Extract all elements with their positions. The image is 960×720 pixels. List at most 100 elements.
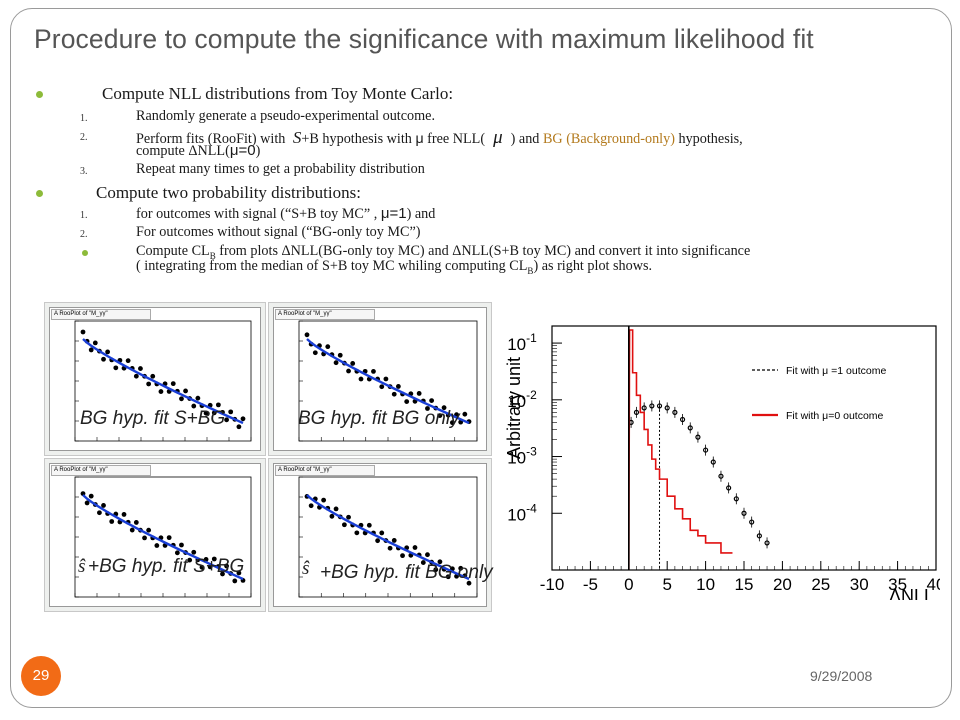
slide-date: 9/29/2008 <box>810 668 873 684</box>
rooplot-point <box>133 520 139 525</box>
rooplot-mini-chart-2 <box>298 320 478 442</box>
panel-caption-2: BG hyp. fit BG only <box>298 408 460 429</box>
item-1-1-text: Randomly generate a pseudo-experimental … <box>136 108 436 124</box>
rooplot-point <box>224 563 229 569</box>
rooplot-panel-3: A RooPlot of "M_γγ" <box>44 458 266 612</box>
item-1-3-number: 3. <box>80 166 88 177</box>
item-1-1-number: 1. <box>80 113 88 124</box>
rooplot-point <box>383 376 389 382</box>
rooplot-point <box>466 580 472 586</box>
rooplot-point <box>92 340 98 346</box>
rooplot-point <box>240 416 246 422</box>
nll-chart: -10 -5 0 5 10 15 20 25 30 35 40 10-1 10-2 10-3 10-4 Arb… <box>504 325 940 600</box>
rooplot-point <box>215 402 221 408</box>
rooplot-mini-chart-3 <box>74 476 252 598</box>
rooplot-point <box>174 550 180 556</box>
rooplot-point <box>88 493 94 499</box>
rooplot-point <box>232 578 238 584</box>
rooplot-point <box>379 384 385 390</box>
rooplot-point <box>441 405 447 411</box>
rooplot-point <box>358 376 364 382</box>
rooplot-point <box>179 396 184 402</box>
bullet-dot-2 <box>36 190 43 197</box>
y-tick-label: 10-1 <box>507 331 537 354</box>
slide-title: Procedure to compute the significance wi… <box>34 24 814 54</box>
rooplot-point <box>224 417 229 423</box>
rooplot-point <box>404 399 410 404</box>
rooplot-point <box>395 384 401 389</box>
y-tick-label: 10-4 <box>507 501 537 524</box>
rooplot-fit-curve <box>82 494 244 581</box>
x-tick-label: 30 <box>850 575 869 594</box>
slide-frame <box>10 8 952 708</box>
rooplot-point <box>158 389 164 394</box>
rooplot-point <box>445 574 451 580</box>
rooplot-point <box>183 388 188 394</box>
rooplot-point <box>146 527 152 533</box>
plot-frame <box>551 325 937 571</box>
y-tick-label: 10-3 <box>507 445 537 468</box>
item-2-1-number: 1. <box>80 210 88 221</box>
rooplot-point <box>350 361 356 366</box>
rooplot-point <box>191 549 197 555</box>
bullet-dot-3 <box>82 250 88 256</box>
rooplot-point <box>179 542 184 548</box>
rooplot-point <box>220 571 225 577</box>
rooplot-point <box>371 368 376 374</box>
rooplot-point <box>337 352 343 358</box>
rooplot-point <box>437 559 443 565</box>
rooplot-point <box>387 545 393 551</box>
rooplot-point <box>437 413 443 418</box>
rooplot-panel-2: A RooPlot of "M_γγ" <box>268 302 492 456</box>
rooplot-point <box>400 553 405 559</box>
slide-number-badge: 29 <box>21 656 61 696</box>
rooplot-point <box>354 530 360 536</box>
rooplot-point <box>391 538 397 543</box>
y-tick-label: 10-2 <box>507 388 537 411</box>
x-tick-label: 25 <box>811 575 830 594</box>
rooplot-point <box>333 506 339 512</box>
item-2-3-line-2: ( integrating from the median of S+B toy… <box>136 258 653 276</box>
rooplot-header: A RooPlot of "M_γγ" <box>275 309 375 320</box>
s-symbol: S <box>292 128 302 147</box>
rooplot-point <box>420 560 426 565</box>
rooplot-point <box>449 420 455 426</box>
rooplot-point <box>211 556 217 562</box>
mu-hat-symbol: μ <box>493 127 503 148</box>
bullet-2-text: Compute two probability distributions: <box>96 183 361 202</box>
panel-caption-1: BG hyp. fit S+BG <box>80 408 226 429</box>
x-tick-label: 15 <box>735 575 754 594</box>
rooplot-point <box>304 332 310 338</box>
x-tick-label: 35 <box>888 575 907 594</box>
rooplot-mini-chart-1 <box>74 320 252 442</box>
rooplot-point <box>146 381 152 387</box>
rooplot-fit-curve <box>306 338 470 425</box>
rooplot-point <box>325 344 331 350</box>
rooplot-point <box>97 510 102 516</box>
rooplot-point <box>129 527 135 533</box>
rooplot-point <box>121 512 127 517</box>
item-1-2-continued: compute ΔNLL(μ=0) <box>136 142 261 159</box>
legend-label-1: Fit with μ =1 outcome <box>786 365 886 377</box>
bullet-1-text: Compute NLL distributions from Toy Monte… <box>102 84 454 103</box>
s-hat-symbol-2: ŝ <box>302 558 310 579</box>
rooplot-point <box>113 365 119 371</box>
rooplot-point <box>101 503 106 508</box>
rooplot-point <box>321 497 327 503</box>
x-tick-label: -5 <box>583 575 598 594</box>
rooplot-fit-curve <box>306 494 470 581</box>
rooplot-point <box>191 403 197 409</box>
rooplot-fit-curve <box>82 338 244 425</box>
item-2-1-text: for outcomes with signal (“S+B toy MC” ,… <box>136 205 436 222</box>
rooplot-point <box>105 349 111 355</box>
panel-caption-4: +BG hyp. fit BG only <box>320 562 493 583</box>
panel-caption-3: +BG hyp. fit S+BG <box>88 556 245 577</box>
rooplot-mini-chart-4 <box>298 476 478 598</box>
rooplot-point <box>236 424 242 430</box>
rooplot-point <box>150 373 156 379</box>
rooplot-point <box>109 519 115 524</box>
x-axis-title: ΔNLL <box>889 586 934 600</box>
rooplot-point <box>425 406 430 411</box>
rooplot-point <box>379 530 385 536</box>
x-tick-label: 40 <box>927 575 940 594</box>
